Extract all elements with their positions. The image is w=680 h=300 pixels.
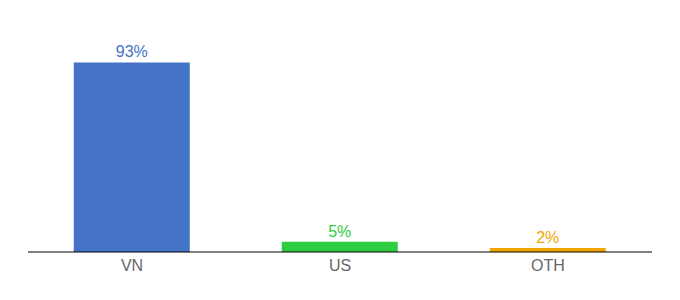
svg-text:93%: 93% [116, 43, 148, 60]
svg-text:2%: 2% [536, 229, 559, 246]
svg-text:US: US [329, 257, 351, 274]
svg-text:VN: VN [121, 257, 143, 274]
svg-text:5%: 5% [328, 223, 351, 240]
svg-text:OTH: OTH [531, 257, 565, 274]
